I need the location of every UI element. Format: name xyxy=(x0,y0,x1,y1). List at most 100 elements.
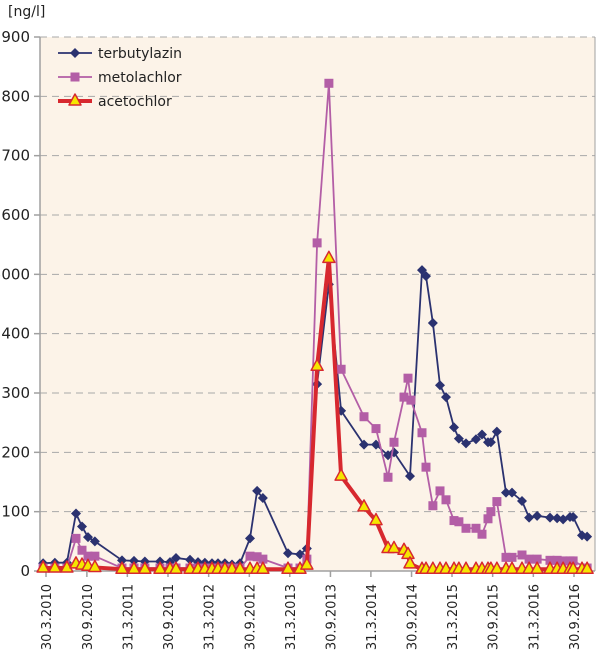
y-tick-label: 800 xyxy=(1,87,30,105)
legend-label: terbutylazin xyxy=(98,46,182,62)
data-point-acetochlor xyxy=(115,561,129,574)
data-point-terbutylazin xyxy=(252,485,263,496)
data-point-terbutylazin xyxy=(453,433,464,444)
data-point-metolachlor xyxy=(399,392,409,402)
data-point-metolachlor xyxy=(568,556,578,566)
data-point-terbutylazin xyxy=(117,555,127,566)
x-tick-label: 31.3.2013 xyxy=(284,584,299,650)
data-point-acetochlor xyxy=(357,499,371,512)
data-point-terbutylazin xyxy=(435,380,445,391)
data-point-terbutylazin xyxy=(582,531,593,542)
data-point-terbutylazin xyxy=(507,487,517,498)
legend-item-metolachlor: metolachlor xyxy=(58,70,182,86)
data-point-acetochlor xyxy=(403,556,417,569)
data-point-acetochlor xyxy=(505,561,519,574)
legend-label: acetochlor xyxy=(98,94,172,110)
data-point-terbutylazin xyxy=(185,554,195,565)
data-point-acetochlor xyxy=(256,561,270,574)
data-point-terbutylazin xyxy=(427,317,438,328)
data-point-terbutylazin xyxy=(461,438,471,449)
x-tick-label: 30.9.2011 xyxy=(162,584,177,650)
data-point-terbutylazin xyxy=(70,48,80,58)
data-point-metolachlor xyxy=(545,555,555,565)
data-point-metolachlor xyxy=(532,554,542,564)
data-point-terbutylazin xyxy=(71,508,81,519)
data-point-metolachlor xyxy=(389,437,399,447)
data-point-terbutylazin xyxy=(359,439,369,450)
data-point-terbutylazin xyxy=(89,536,100,547)
x-tick-label: 30.9.2014 xyxy=(406,584,421,650)
data-point-metolachlor xyxy=(324,78,334,88)
data-point-metolachlor xyxy=(471,523,481,533)
data-point-metolachlor xyxy=(77,545,87,555)
plot-background xyxy=(40,37,595,571)
data-point-acetochlor xyxy=(281,561,295,574)
data-point-metolachlor xyxy=(449,516,459,526)
x-tick-label: 31.3.2011 xyxy=(121,584,136,650)
data-point-terbutylazin xyxy=(83,532,93,543)
legend-label: metolachlor xyxy=(98,70,182,86)
data-point-metolachlor xyxy=(312,238,322,248)
data-point-metolachlor xyxy=(90,551,100,561)
data-point-metolachlor xyxy=(486,507,496,517)
data-point-acetochlor xyxy=(310,358,324,372)
x-tick-label: 31.3.2015 xyxy=(446,584,461,650)
data-point-terbutylazin xyxy=(449,422,459,433)
data-point-acetochlor xyxy=(387,540,401,554)
data-point-terbutylazin xyxy=(441,392,451,403)
x-tick-label: 30.3.2010 xyxy=(40,584,55,650)
x-tick-label: 31.3.2012 xyxy=(203,584,218,650)
legend-item-terbutylazin: terbutylazin xyxy=(58,46,182,62)
data-point-acetochlor xyxy=(36,560,50,573)
data-point-acetochlor xyxy=(48,560,62,573)
data-point-terbutylazin xyxy=(283,548,293,559)
data-point-metolachlor xyxy=(558,556,568,566)
data-point-metolachlor xyxy=(252,552,262,562)
data-point-metolachlor xyxy=(83,551,93,561)
data-point-metolachlor xyxy=(70,72,80,82)
y-tick-label: 400 xyxy=(1,325,30,343)
y-tick-label: 200 xyxy=(1,443,30,461)
data-point-metolachlor xyxy=(421,462,431,472)
data-point-terbutylazin xyxy=(421,271,431,282)
data-point-terbutylazin xyxy=(491,426,502,437)
data-point-metolachlor xyxy=(359,412,369,422)
legend: terbutylazin metolachlor acetochlor xyxy=(58,46,182,110)
data-point-terbutylazin xyxy=(532,510,543,521)
data-point-acetochlor xyxy=(459,561,473,574)
data-point-terbutylazin xyxy=(257,493,268,504)
data-point-metolachlor xyxy=(245,551,255,561)
data-point-acetochlor xyxy=(88,559,102,573)
data-point-metolachlor xyxy=(517,550,527,560)
data-point-acetochlor xyxy=(300,557,314,570)
x-tick-label: 31.3.2014 xyxy=(365,584,380,650)
data-point-metolachlor xyxy=(501,552,511,562)
data-point-metolachlor xyxy=(403,373,413,383)
data-point-metolachlor xyxy=(492,497,502,507)
data-point-metolachlor xyxy=(435,486,445,496)
data-point-metolachlor xyxy=(441,495,451,505)
data-point-metolachlor xyxy=(417,428,427,438)
x-tick-label: 30.9.2016 xyxy=(568,584,583,650)
data-point-terbutylazin xyxy=(129,555,139,566)
data-point-acetochlor xyxy=(169,561,183,574)
data-point-metolachlor xyxy=(71,533,81,543)
y-tick-label: 5000 xyxy=(0,265,30,283)
data-point-terbutylazin xyxy=(501,487,511,498)
series-acetochlor xyxy=(36,250,594,574)
data-point-metolachlor xyxy=(428,501,438,511)
y-axis-label: [ng/l] xyxy=(8,4,45,20)
data-point-acetochlor xyxy=(322,250,336,264)
data-point-acetochlor xyxy=(138,561,152,574)
data-point-terbutylazin xyxy=(517,495,527,506)
data-point-metolachlor xyxy=(258,554,268,564)
x-tick-label: 30.9.2012 xyxy=(243,584,258,650)
data-point-metolachlor xyxy=(383,472,393,482)
data-point-terbutylazin xyxy=(471,434,481,445)
y-tick-label: 600 xyxy=(1,206,30,224)
data-point-acetochlor xyxy=(127,561,141,574)
data-point-acetochlor xyxy=(369,512,383,526)
y-tick-label: 900 xyxy=(1,28,30,46)
data-point-metolachlor xyxy=(371,424,381,434)
data-point-terbutylazin xyxy=(568,512,579,523)
